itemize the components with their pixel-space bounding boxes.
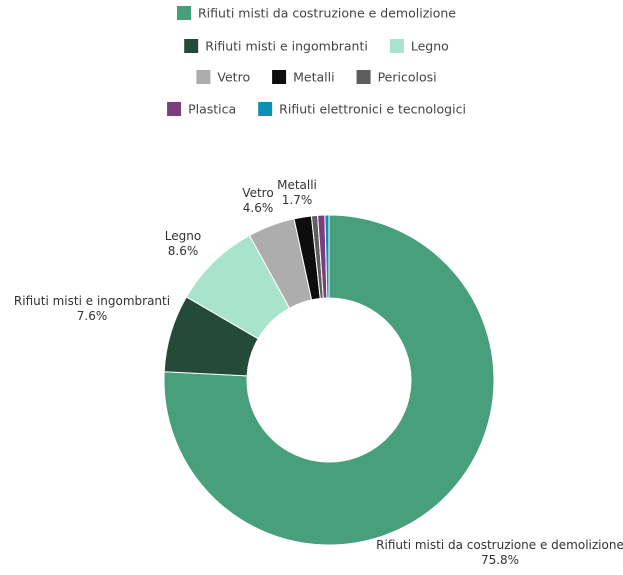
- legend-item-vetro: Vetro: [196, 70, 250, 85]
- legend-item-metalli: Metalli: [272, 70, 335, 85]
- legend-label: Metalli: [293, 70, 334, 85]
- slice-label-value: 7.6%: [77, 309, 108, 323]
- legend-label: Rifiuti elettronici e tecnologici: [279, 102, 466, 117]
- legend-swatch: [196, 70, 211, 84]
- slice-label-name: Rifiuti misti e ingombranti: [14, 294, 170, 308]
- legend-swatch: [167, 102, 182, 116]
- slice-label-name: Metalli: [277, 178, 317, 192]
- slice-label-name: Legno: [165, 229, 201, 243]
- legend-label: Plastica: [188, 102, 236, 117]
- legend-item-plastica: Plastica: [167, 102, 236, 117]
- legend-label: Legno: [411, 39, 449, 54]
- legend-label: Vetro: [217, 70, 250, 85]
- legend-item-rifiuti-misti-e-ingombranti: Rifiuti misti e ingombranti: [184, 39, 368, 54]
- slice-rifiuti-elettronici-e-tecnologici: [324, 214, 330, 299]
- legend-item-legno: Legno: [389, 39, 449, 54]
- legend-item-pericolosi: Pericolosi: [356, 70, 437, 85]
- slice-label-value: 1.7%: [282, 193, 313, 207]
- legend-swatch: [258, 102, 273, 116]
- legend-label: Rifiuti misti e ingombranti: [205, 39, 368, 54]
- slice-label-name: Vetro: [242, 186, 273, 200]
- legend-item-rifiuti-misti-da-costruzione-e-demolizione: Rifiuti misti da costruzione e demolizio…: [177, 6, 456, 21]
- slice-label-value: 75.8%: [481, 553, 519, 567]
- legend-label: Rifiuti misti da costruzione e demolizio…: [198, 6, 456, 21]
- slice-rifiuti-misti-da-costruzione-e-demolizione: [163, 214, 495, 546]
- label-rifiuti-misti-da-costruzione-e-demolizione: Rifiuti misti da costruzione e demolizio…: [376, 538, 623, 567]
- legend-swatch: [356, 70, 371, 84]
- slice-labels: Rifiuti misti da costruzione e demolizio…: [14, 178, 623, 567]
- legend-item-rifiuti-elettronici-e-tecnologici: Rifiuti elettronici e tecnologici: [258, 102, 466, 117]
- legend-swatch: [272, 70, 287, 84]
- legend-swatch: [389, 39, 404, 53]
- slice-label-name: Rifiuti misti da costruzione e demolizio…: [376, 538, 623, 552]
- legend-swatch: [177, 6, 191, 20]
- donut-slices: [163, 214, 495, 546]
- slice-label-value: 4.6%: [243, 201, 274, 215]
- legend: Rifiuti misti da costruzione e demolizio…: [167, 6, 466, 117]
- legend-label: Pericolosi: [378, 70, 437, 85]
- slice-label-value: 8.6%: [168, 244, 199, 258]
- legend-swatch: [184, 39, 199, 53]
